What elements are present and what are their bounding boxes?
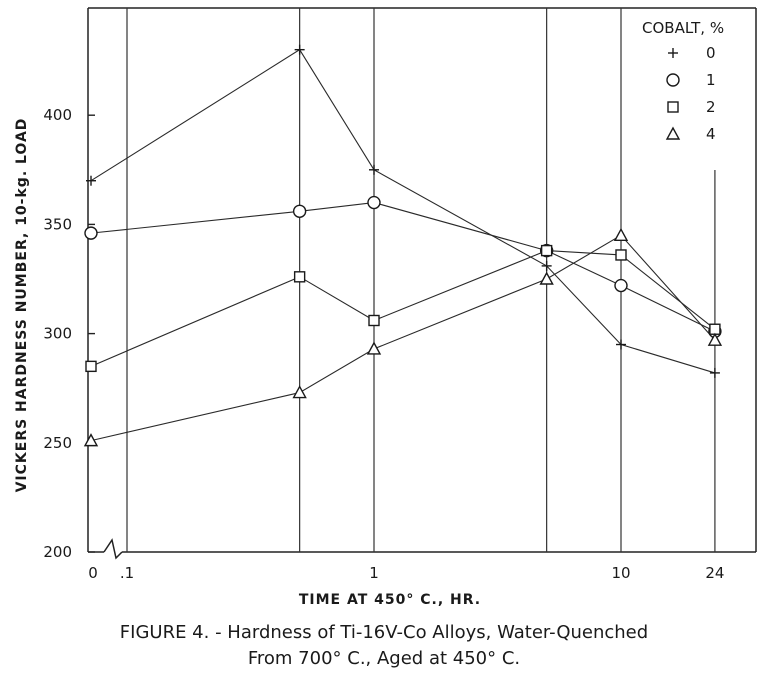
circle-marker <box>666 73 680 87</box>
triangle-marker <box>707 332 723 346</box>
figure-caption-line-1: FIGURE 4. - Hardness of Ti-16V-Co Alloys… <box>119 622 649 643</box>
y-tick-label: 200 <box>43 543 72 561</box>
series-line-cobalt-1 <box>90 202 716 332</box>
series-lines <box>90 48 716 442</box>
square-marker <box>85 360 97 373</box>
triangle-marker <box>292 385 307 399</box>
x-axis-ticks: 0 .1 1 10 24 <box>88 564 724 582</box>
x-tick-label: 24 <box>705 564 724 582</box>
y-tick-label: 350 <box>43 215 72 233</box>
x-tick-label: 0 <box>88 564 98 582</box>
y-axis-ticks: 200 250 300 350 400 <box>43 106 95 561</box>
plus-marker <box>86 175 96 186</box>
x-tick-label: 1 <box>369 564 379 582</box>
figure-caption-line-2: From 700° C., Aged at 450° C. <box>247 648 521 669</box>
legend-entry-label: 4 <box>706 125 716 143</box>
series-line-cobalt-0 <box>90 48 716 374</box>
circle-marker <box>367 195 381 210</box>
y-tick-label: 250 <box>43 434 72 452</box>
x-tick-label: 10 <box>611 564 630 582</box>
plus-marker <box>709 367 720 378</box>
legend-entry-label: 1 <box>706 71 716 89</box>
square-marker <box>667 101 679 113</box>
plus-marker <box>668 48 678 58</box>
legend-entry-label: 2 <box>706 98 716 116</box>
circle-marker <box>84 226 98 240</box>
circle-marker <box>292 204 307 218</box>
series-line-cobalt-4 <box>90 234 716 442</box>
plus-marker <box>541 260 552 271</box>
triangle-marker <box>665 126 681 140</box>
legend-entry-label: 0 <box>706 44 716 62</box>
y-axis-label: VICKERS HARDNESS NUMBER, 10-kg. LOAD <box>14 118 30 493</box>
plus-marker <box>616 339 626 350</box>
circle-marker <box>614 278 628 293</box>
y-tick-label: 300 <box>43 325 72 343</box>
triangle-marker <box>539 271 554 285</box>
x-tick-label: .1 <box>120 564 134 582</box>
series-markers <box>83 44 723 447</box>
plus-marker <box>369 164 379 175</box>
legend-title: COBALT, % <box>642 19 724 37</box>
triangle-marker <box>613 227 629 242</box>
y-tick-label: 400 <box>43 106 72 124</box>
square-marker <box>368 314 380 327</box>
axis-break-mark <box>103 538 123 560</box>
triangle-marker <box>366 341 382 355</box>
legend: COBALT, % 0 1 2 4 <box>642 19 724 143</box>
series-line-cobalt-2 <box>90 250 716 367</box>
square-marker <box>293 271 306 283</box>
x-gridlines <box>126 8 716 552</box>
plus-marker <box>294 44 305 55</box>
square-marker <box>540 244 553 257</box>
plot-frame <box>87 7 757 560</box>
square-marker <box>615 249 627 261</box>
x-axis-label: TIME AT 450° C., HR. <box>299 592 481 608</box>
triangle-marker <box>83 433 99 447</box>
